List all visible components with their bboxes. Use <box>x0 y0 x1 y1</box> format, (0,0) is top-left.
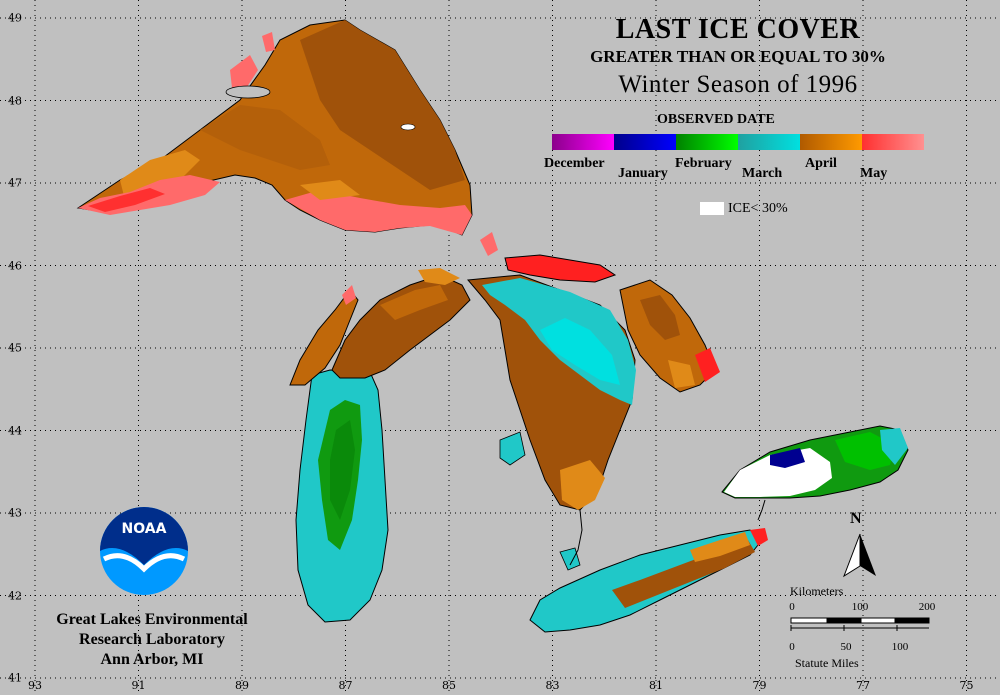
scale-km-tick: 0 <box>789 601 795 613</box>
scale-km-label: Kilometers <box>790 584 844 598</box>
latitude-label: 43 <box>8 506 22 520</box>
north-arrow-icon <box>843 533 876 578</box>
legend-month-january: January <box>618 166 668 181</box>
legend-month-december: December <box>544 156 605 171</box>
org-line3: Ann Arbor, MI <box>100 651 204 668</box>
lake-superior <box>76 19 473 236</box>
legend-swatch-april <box>800 134 862 150</box>
north-arrow-label: N <box>850 510 862 527</box>
org-line1: Great Lakes Environmental <box>56 611 248 628</box>
ice-legend-label: ICE< 30% <box>728 201 788 216</box>
latitude-label: 42 <box>8 589 22 602</box>
title-block: LAST ICE COVER GREATER THAN OR EQUAL TO … <box>548 14 928 102</box>
longitude-label: 83 <box>545 679 560 692</box>
legend-swatch-may <box>862 134 924 150</box>
ice-swatch <box>700 202 724 215</box>
scale-km-tick: 200 <box>918 601 936 613</box>
latitude-label: 46 <box>8 259 22 272</box>
lake-erie <box>529 528 768 633</box>
legend-swatch-december <box>552 134 614 150</box>
legend-month-february: February <box>675 156 732 171</box>
latitude-label: 44 <box>8 424 22 437</box>
scale-mi-tick: 100 <box>891 641 909 653</box>
scale-mi-tick: 50 <box>840 641 852 653</box>
north-channel <box>480 232 617 283</box>
noaa-logo: NOAA <box>100 507 188 595</box>
scale-mi-label: Statute Miles <box>795 656 859 670</box>
scale-bar-graphic <box>790 617 930 631</box>
longitude-label: 79 <box>752 679 767 692</box>
legend-color-bar <box>552 134 924 150</box>
longitude-label: 81 <box>649 679 663 692</box>
scale-km-tick: 100 <box>851 601 869 613</box>
legend-heading: OBSERVED DATE <box>657 112 775 127</box>
legend-swatch-january <box>614 134 676 150</box>
latitude-label: 48 <box>8 94 22 107</box>
organization: Great Lakes Environmental Research Labor… <box>32 610 272 670</box>
green-bay <box>289 285 359 386</box>
scale-mi-tick: 0 <box>789 641 795 653</box>
longitude-label: 89 <box>235 679 249 692</box>
title-main: LAST ICE COVER <box>615 14 861 45</box>
title-season: Winter Season of 1996 <box>618 71 858 98</box>
legend-swatch-february <box>676 134 738 150</box>
lake-michigan <box>295 369 389 623</box>
legend-swatch-march <box>738 134 800 150</box>
lake-ontario <box>721 425 909 499</box>
longitude-label: 93 <box>28 679 42 692</box>
longitude-label: 75 <box>959 679 974 692</box>
legend-month-may: May <box>860 166 888 181</box>
legend-month-march: March <box>742 166 783 181</box>
longitude-label: 87 <box>338 679 353 692</box>
longitude-label: 77 <box>856 679 870 692</box>
georgian-bay <box>619 279 720 393</box>
title-subtitle: GREATER THAN OR EQUAL TO 30% <box>590 47 886 66</box>
org-line2: Research Laboratory <box>79 631 225 648</box>
legend-month-april: April <box>805 156 837 171</box>
river-lines <box>569 499 766 566</box>
latitude-label: 49 <box>8 11 22 25</box>
latitude-label: 45 <box>8 341 22 355</box>
longitude-label: 85 <box>442 679 456 692</box>
lake-michigan-north <box>331 268 471 379</box>
noaa-logo-text: NOAA <box>122 521 167 537</box>
latitude-label: 41 <box>8 671 22 685</box>
latitude-label: 47 <box>8 176 22 190</box>
longitude-label: 91 <box>131 679 146 692</box>
lake-huron <box>466 274 636 511</box>
